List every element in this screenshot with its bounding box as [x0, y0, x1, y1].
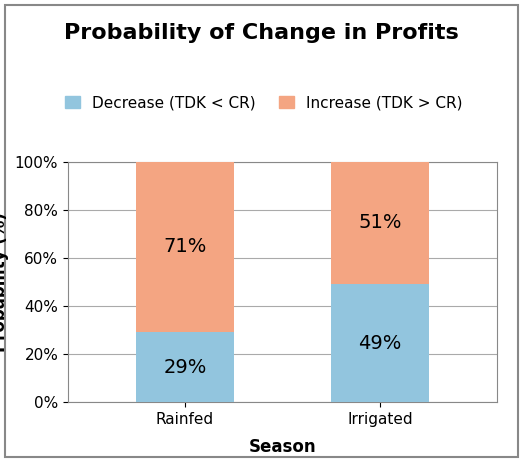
Text: 29%: 29% — [163, 358, 207, 377]
Bar — [136, 162, 234, 332]
Bar — [136, 332, 234, 402]
X-axis label: Season: Season — [248, 438, 316, 456]
Legend: Decrease (TDK < CR), Increase (TDK > CR): Decrease (TDK < CR), Increase (TDK > CR) — [60, 91, 467, 115]
Text: 51%: 51% — [358, 213, 402, 232]
Y-axis label: Probability (%): Probability (%) — [0, 212, 9, 352]
Bar — [331, 162, 429, 284]
Bar — [331, 284, 429, 402]
Text: 49%: 49% — [358, 334, 402, 353]
Text: Probability of Change in Profits: Probability of Change in Profits — [64, 23, 459, 43]
Text: 71%: 71% — [163, 237, 207, 256]
